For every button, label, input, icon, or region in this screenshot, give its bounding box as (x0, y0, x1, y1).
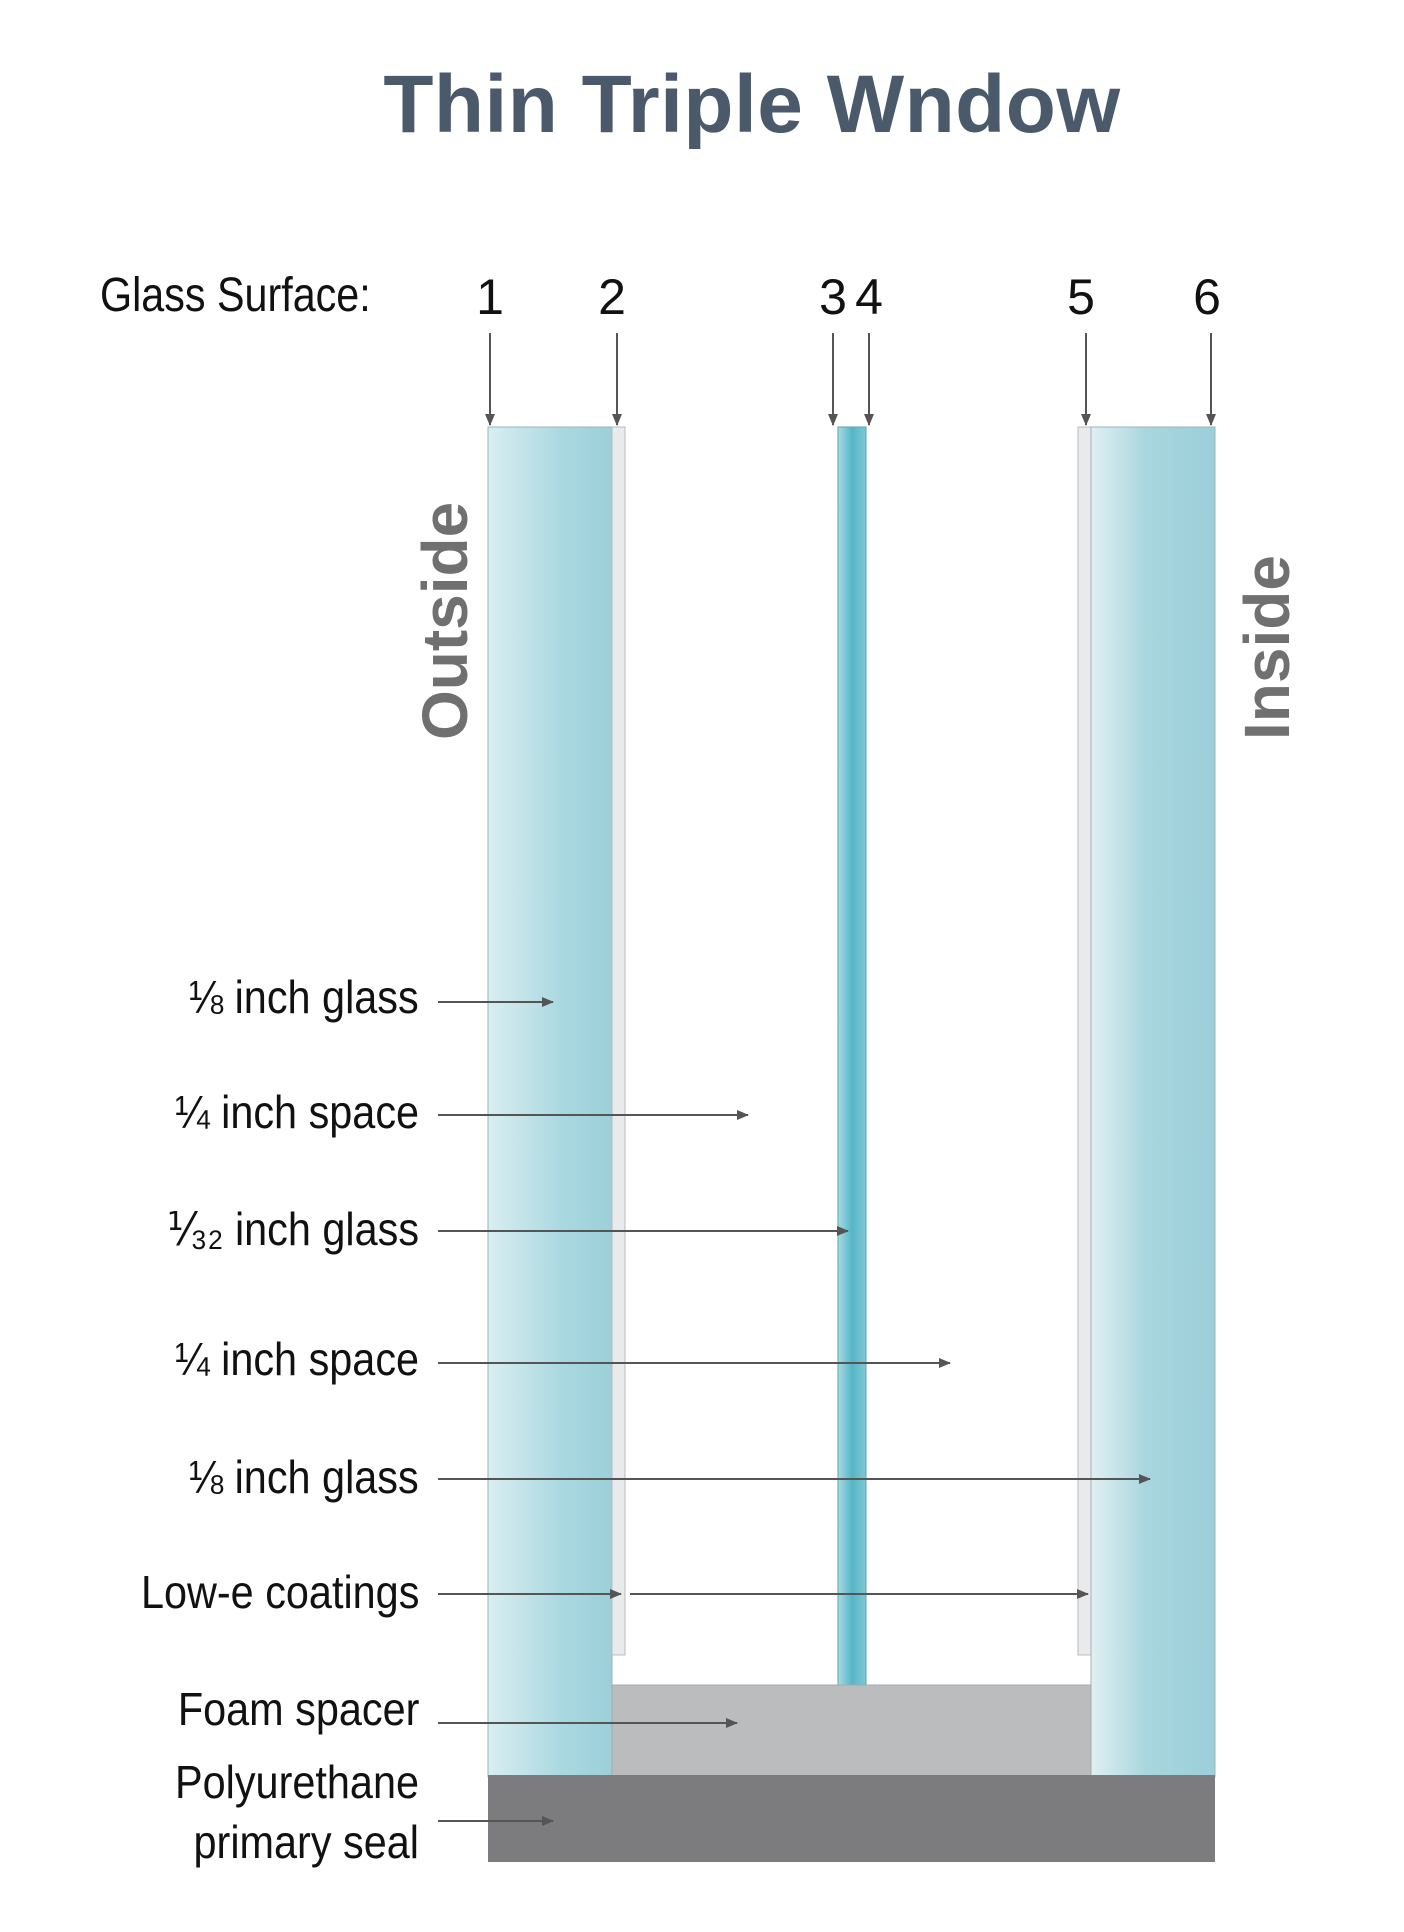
surface-number-6: 6 (1193, 269, 1221, 325)
surface-number-1: 1 (476, 269, 504, 325)
inner-glass-pane (1090, 426, 1216, 1778)
label-first-space: ¼ inch space (175, 1086, 419, 1138)
foam-spacer (611, 1684, 1092, 1778)
label-low-e-coatings: Low-e coatings (140, 1566, 419, 1618)
low-e-coating-surface-2 (611, 426, 626, 1656)
surface-number-5: 5 (1067, 269, 1095, 325)
outer-glass-pane (487, 426, 613, 1778)
label-primary-seal: Polyurethane primary seal (175, 1756, 419, 1868)
glass-surface-label: Glass Surface: (100, 269, 371, 322)
surface-number-2: 2 (598, 269, 626, 325)
polyurethane-primary-seal (488, 1775, 1215, 1862)
inside-label: Inside (1231, 555, 1303, 740)
label-inner-glass: ⅛ inch glass (188, 1451, 419, 1503)
label-outer-glass: ⅛ inch glass (188, 971, 419, 1023)
label-foam-spacer: Foam spacer (177, 1683, 419, 1735)
center-thin-glass (837, 426, 867, 1686)
outside-label: Outside (409, 501, 481, 740)
low-e-coating-surface-5 (1077, 426, 1092, 1656)
surface-number-3: 3 (819, 269, 847, 325)
label-center-glass: ⅟₃₂ inch glass (166, 1203, 419, 1255)
surface-number-4: 4 (855, 269, 883, 325)
label-second-space: ¼ inch space (175, 1333, 419, 1385)
diagram-title: Thin Triple Wndow (383, 59, 1121, 150)
